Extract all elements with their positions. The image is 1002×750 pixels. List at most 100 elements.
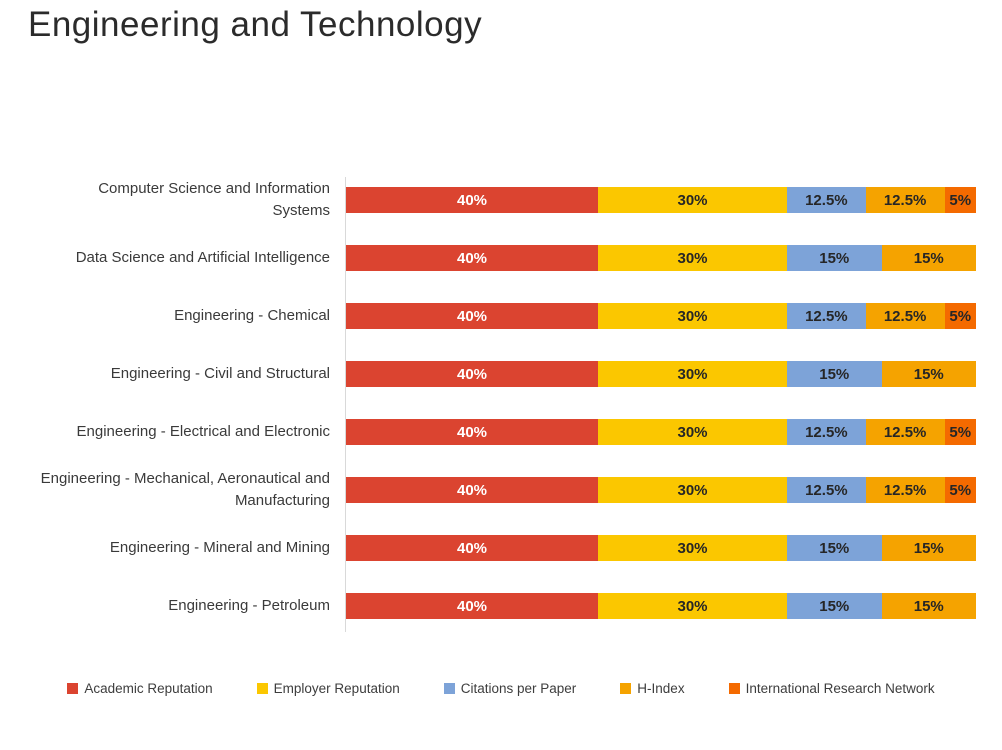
bar-segment-citations-per-paper: 12.5% <box>787 187 866 213</box>
bar-segment-value: 15% <box>819 249 850 267</box>
legend-swatch-icon <box>67 683 79 694</box>
bar-segment-value: 30% <box>677 597 708 615</box>
bar-segment-h-index: 12.5% <box>865 303 945 329</box>
bar-segment-value: 5% <box>949 423 972 441</box>
bar-segment-value: 40% <box>456 191 488 209</box>
legend-item-academic-reputation: Academic Reputation <box>67 681 213 696</box>
chart-row-engineering-chemical: Engineering - Chemical 40% 30% 12.5% 12.5% 5% <box>0 287 1002 345</box>
y-axis-line <box>345 177 346 632</box>
bar-segment-h-index: 15% <box>881 245 976 271</box>
legend-item-h-index: H-Index <box>620 681 685 696</box>
legend-label: Citations per Paper <box>460 681 577 696</box>
bar-segment-value: 12.5% <box>883 191 927 209</box>
bar-segment-employer-reputation: 30% <box>598 419 787 445</box>
bar-segment-value: 15% <box>913 365 944 383</box>
bar-segment-value: 40% <box>456 481 488 499</box>
bar-track: 40% 30% 15% 15% <box>346 245 976 271</box>
legend-label: International Research Network <box>745 681 935 696</box>
bar-segment-employer-reputation: 30% <box>598 187 787 213</box>
bar-segment-value: 12.5% <box>883 307 927 325</box>
category-label: Data Science and Artificial Intelligence <box>75 249 330 266</box>
bar-segment-value: 15% <box>819 539 850 557</box>
bar-segment-h-index: 15% <box>881 361 976 387</box>
chart-row-engineering-civil-and-structural: Engineering - Civil and Structural 40% 30%… <box>0 345 1002 403</box>
chart-row-data-science-and-artificial-intelligence: Data Science and Artificial Intelligence… <box>0 229 1002 287</box>
category-label: Engineering - Mineral and Mining <box>109 539 330 556</box>
legend-swatch-icon <box>728 683 740 694</box>
legend-label: Employer Reputation <box>273 681 400 696</box>
bar-segment-employer-reputation: 30% <box>598 303 787 329</box>
bar-segment-value: 12.5% <box>805 481 848 499</box>
bar-track: 40% 30% 15% 15% <box>346 593 976 619</box>
bar-segment-citations-per-paper: 12.5% <box>787 477 866 503</box>
bar-segment-employer-reputation: 30% <box>598 361 787 387</box>
bar-segment-employer-reputation: 30% <box>598 593 787 619</box>
chart-row-engineering-mineral-and-mining: Engineering - Mineral and Mining 40% 30% 15… <box>0 519 1002 577</box>
bar-segment-value: 30% <box>677 191 708 209</box>
bar-segment-value: 40% <box>456 423 488 441</box>
bar-segment-value: 5% <box>949 307 972 325</box>
category-label: Engineering - Civil and Structural <box>110 365 330 382</box>
bar-segment-academic-reputation: 40% <box>346 187 598 213</box>
chart-row-engineering-mechanical-aeronautical-and-manufacturing: Engineering - Mechanical, Aeronautical a… <box>0 461 1002 519</box>
legend-item-international-research-network: International Research Network <box>728 681 935 696</box>
bar-segment-value: 40% <box>456 249 488 267</box>
bar-segment-value: 30% <box>677 365 708 383</box>
category-label: Computer Science and Information Systems <box>98 180 330 219</box>
bar-segment-academic-reputation: 40% <box>346 535 598 561</box>
legend: Academic Reputation Employer Reputation Ci… <box>0 681 1002 696</box>
bar-segment-value: 30% <box>677 249 708 267</box>
category-label: Engineering - Petroleum <box>168 597 330 614</box>
bar-track: 40% 30% 15% 15% <box>346 361 976 387</box>
bar-segment-h-index: 12.5% <box>865 419 945 445</box>
bar-segment-academic-reputation: 40% <box>346 419 598 445</box>
legend-label: H-Index <box>637 681 685 696</box>
bar-segment-value: 30% <box>677 481 708 499</box>
bar-segment-academic-reputation: 40% <box>346 245 598 271</box>
category-label: Engineering - Chemical <box>174 307 330 324</box>
legend-label: Academic Reputation <box>84 681 213 696</box>
chart-row-computer-science-and-information-systems: Computer Science and Information Systems… <box>0 171 1002 229</box>
bar-segment-academic-reputation: 40% <box>346 477 598 503</box>
legend-item-employer-reputation: Employer Reputation <box>256 681 400 696</box>
bar-segment-value: 40% <box>456 307 488 325</box>
bar-segment-h-index: 12.5% <box>865 477 945 503</box>
legend-item-citations-per-paper: Citations per Paper <box>443 681 577 696</box>
bar-segment-h-index: 12.5% <box>865 187 945 213</box>
bar-segment-value: 40% <box>456 365 488 383</box>
bar-segment-value: 15% <box>913 249 944 267</box>
bar-segment-citations-per-paper: 12.5% <box>787 419 866 445</box>
bar-segment-academic-reputation: 40% <box>346 361 598 387</box>
bar-segment-value: 15% <box>913 539 944 557</box>
bar-segment-citations-per-paper: 15% <box>787 245 882 271</box>
legend-swatch-icon <box>256 683 268 694</box>
bar-segment-value: 12.5% <box>805 423 848 441</box>
bar-track: 40% 30% 12.5% 12.5% 5% <box>346 477 976 503</box>
bar-segment-value: 12.5% <box>883 423 927 441</box>
chart-title: Engineering and Technology <box>28 5 483 44</box>
legend-swatch-icon <box>443 683 455 694</box>
bar-segment-h-index: 15% <box>881 593 976 619</box>
category-label: Engineering - Electrical and Electronic <box>76 423 330 440</box>
bar-segment-international-research-network: 5% <box>944 477 976 503</box>
bar-segment-value: 5% <box>949 191 972 209</box>
bar-segment-citations-per-paper: 15% <box>787 361 882 387</box>
bar-track: 40% 30% 12.5% 12.5% 5% <box>346 303 976 329</box>
bar-segment-citations-per-paper: 12.5% <box>787 303 866 329</box>
bar-segment-value: 40% <box>456 539 488 557</box>
bar-segment-value: 12.5% <box>805 307 848 325</box>
bar-segment-employer-reputation: 30% <box>598 535 787 561</box>
bar-segment-value: 15% <box>913 597 944 615</box>
bar-track: 40% 30% 15% 15% <box>346 535 976 561</box>
bar-segment-academic-reputation: 40% <box>346 303 598 329</box>
legend-swatch-icon <box>620 683 632 694</box>
bar-segment-value: 30% <box>677 539 708 557</box>
bar-segment-academic-reputation: 40% <box>346 593 598 619</box>
bar-segment-value: 15% <box>819 365 850 383</box>
chart-row-engineering-electrical-and-electronic: Engineering - Electrical and Electronic 4… <box>0 403 1002 461</box>
bar-segment-international-research-network: 5% <box>944 419 976 445</box>
bar-segment-international-research-network: 5% <box>944 187 976 213</box>
bar-segment-employer-reputation: 30% <box>598 245 787 271</box>
bar-segment-h-index: 15% <box>881 535 976 561</box>
bar-segment-value: 30% <box>677 423 708 441</box>
